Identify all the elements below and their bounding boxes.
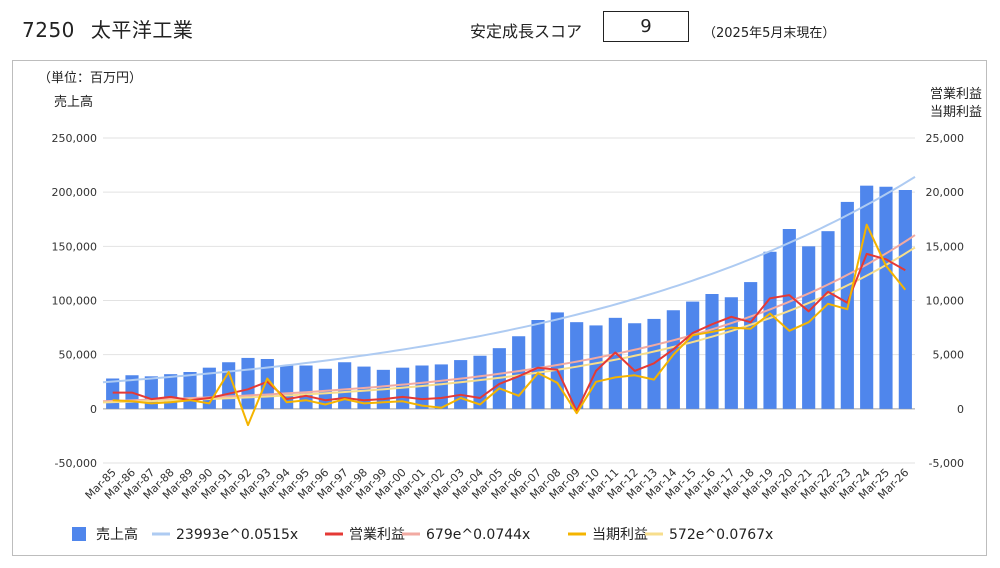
revenue-bar (434, 364, 448, 409)
left-axis-title: 売上高 (54, 94, 93, 110)
left-tick-label: 0 (90, 403, 97, 416)
right-tick-label: 15,000 (926, 240, 965, 253)
revenue-bar (106, 378, 120, 409)
stock-code-title: 7250 太平洋工業 (22, 14, 193, 43)
revenue-bar (879, 186, 893, 409)
revenue-bar (821, 231, 835, 409)
left-tick-label: 250,000 (52, 132, 98, 145)
left-tick-label: 200,000 (52, 186, 98, 199)
left-tick-label: -50,000 (55, 457, 97, 470)
revenue-bar (763, 251, 777, 409)
left-axis-ticks: -50,000 0 50,000 100,000 150,000 200,000 250,0… (52, 132, 98, 470)
revenue-bar (299, 365, 313, 409)
revenue-bar (550, 312, 564, 409)
unit-label: （単位：百万円） (38, 70, 142, 86)
right-tick-label: 10,000 (926, 295, 965, 308)
revenue-bar (744, 282, 758, 409)
revenue-bar (628, 323, 642, 409)
revenue-bar (183, 372, 197, 409)
stock-code: 7250 (22, 18, 75, 42)
grid-lines (103, 137, 915, 464)
revenue-bar (782, 229, 796, 409)
x-axis-labels: Mar-85Mar-86Mar-87Mar-88Mar-89Mar-90Mar-… (83, 466, 912, 502)
revenue-bar (531, 320, 545, 409)
revenue-bar (570, 322, 584, 409)
legend-swatch (72, 527, 86, 541)
profit-line (112, 223, 907, 427)
profit-line (112, 252, 906, 412)
company-name: 太平洋工業 (90, 18, 194, 42)
score-label: 安定成長スコア (470, 22, 583, 41)
right-tick-label: -5,000 (929, 457, 964, 470)
revenue-bar (608, 317, 622, 409)
line-series (112, 223, 907, 427)
revenue-bar (898, 190, 912, 409)
right-axis-ticks: -5,000 0 5,000 10,000 15,000 20,000 25,000 (926, 132, 965, 470)
trend-line (102, 176, 916, 384)
right-tick-label: 25,000 (926, 132, 965, 145)
chart-panel (12, 60, 987, 556)
revenue-bar (454, 360, 468, 409)
left-tick-label: 150,000 (52, 240, 98, 253)
right-axis-title-line1: 営業利益 (930, 86, 982, 102)
revenue-bar (666, 310, 680, 409)
revenue-bar (724, 297, 738, 409)
score-value-box: 9 (603, 11, 689, 42)
legend-label: 572e^0.0767x (669, 527, 773, 543)
right-tick-label: 0 (957, 403, 964, 416)
right-axis-title-line2: 当期利益 (930, 105, 982, 120)
legend-label: 売上高 (96, 526, 138, 543)
revenue-bar (705, 294, 719, 409)
revenue-bar (164, 374, 178, 409)
revenue-bar (338, 362, 352, 409)
revenue-bar (686, 301, 700, 409)
legend: 売上高 23993e^0.0515x 営業利益 679e^0.0744x 当期利益 572… (72, 526, 773, 543)
as-of-date: （2025年5月末現在） (703, 26, 836, 41)
legend-label: 営業利益 (349, 527, 405, 543)
left-tick-label: 50,000 (59, 349, 98, 362)
legend-label: 679e^0.0744x (426, 527, 530, 543)
right-tick-label: 5,000 (933, 349, 965, 362)
right-tick-label: 20,000 (926, 186, 965, 199)
legend-label: 当期利益 (592, 527, 648, 543)
revenue-bar (802, 246, 816, 409)
revenue-bar (241, 357, 255, 409)
left-tick-label: 100,000 (52, 295, 98, 308)
revenue-bar (860, 185, 874, 409)
legend-label: 23993e^0.0515x (176, 527, 298, 543)
